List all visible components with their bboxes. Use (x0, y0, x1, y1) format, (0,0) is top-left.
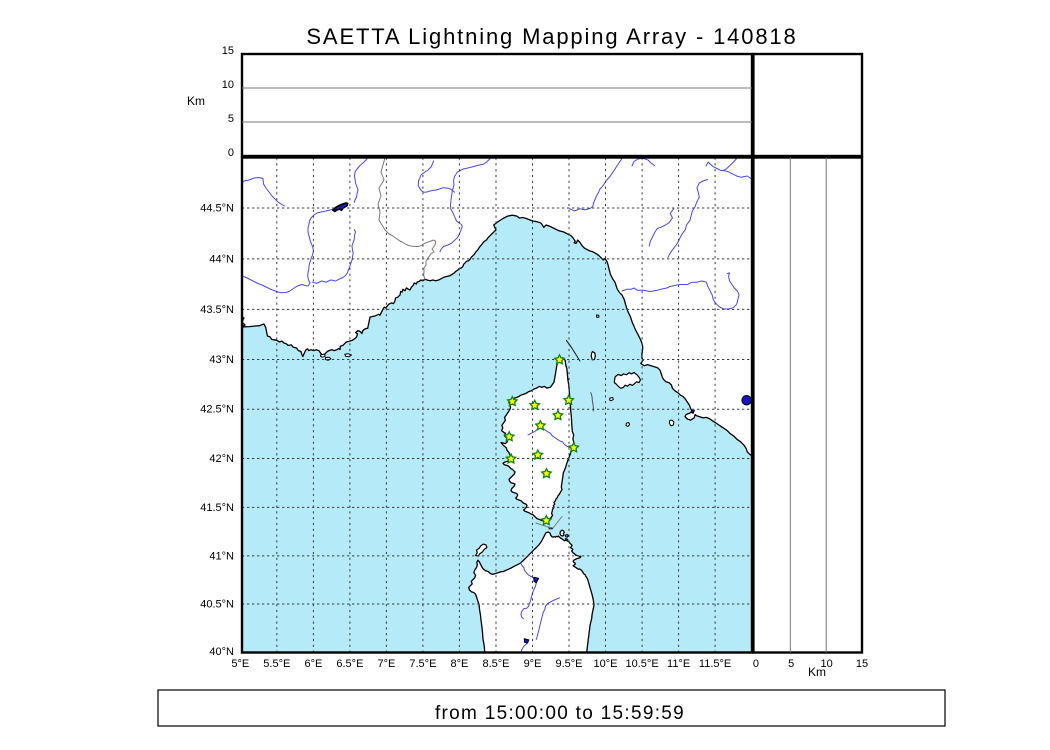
svg-text:5.5°E: 5.5°E (263, 658, 290, 670)
svg-text:5°E: 5°E (231, 658, 249, 670)
svg-text:9°E: 9°E (524, 658, 542, 670)
svg-text:41.5°N: 41.5°N (200, 502, 234, 514)
svg-text:7.5°E: 7.5°E (409, 658, 436, 670)
svg-text:Km: Km (808, 665, 826, 679)
svg-text:0: 0 (228, 147, 234, 159)
svg-text:15: 15 (222, 45, 234, 57)
svg-text:43°N: 43°N (209, 354, 234, 366)
svg-text:40°N: 40°N (209, 646, 234, 658)
svg-text:44.5°N: 44.5°N (200, 203, 234, 215)
svg-text:10.5°E: 10.5°E (626, 658, 659, 670)
svg-text:42.5°N: 42.5°N (200, 404, 234, 416)
svg-text:8.5°E: 8.5°E (482, 658, 509, 670)
svg-text:11.5°E: 11.5°E (699, 658, 731, 670)
svg-text:from 15:00:00 to 15:59:59: from 15:00:00 to 15:59:59 (435, 703, 685, 724)
svg-text:15: 15 (856, 658, 868, 670)
svg-text:5: 5 (228, 113, 234, 125)
svg-text:43.5°N: 43.5°N (200, 304, 234, 316)
svg-text:10: 10 (820, 658, 832, 670)
svg-text:8°E: 8°E (450, 658, 468, 670)
svg-text:5: 5 (788, 658, 794, 670)
svg-text:42°N: 42°N (209, 453, 234, 465)
svg-text:44°N: 44°N (209, 253, 234, 265)
svg-text:7°E: 7°E (377, 658, 395, 670)
svg-text:40.5°N: 40.5°N (200, 599, 234, 611)
svg-text:10: 10 (222, 79, 234, 91)
svg-text:Km: Km (187, 94, 205, 108)
svg-text:0: 0 (753, 658, 759, 670)
svg-text:11°E: 11°E (667, 658, 690, 670)
svg-text:SAETTA Lightning Mapping Array: SAETTA Lightning Mapping Array - 140818 (306, 24, 797, 49)
svg-text:6.5°E: 6.5°E (336, 658, 363, 670)
svg-text:10°E: 10°E (594, 658, 618, 670)
svg-text:6°E: 6°E (304, 658, 322, 670)
svg-text:41°N: 41°N (209, 550, 234, 562)
svg-text:9.5°E: 9.5°E (555, 658, 582, 670)
